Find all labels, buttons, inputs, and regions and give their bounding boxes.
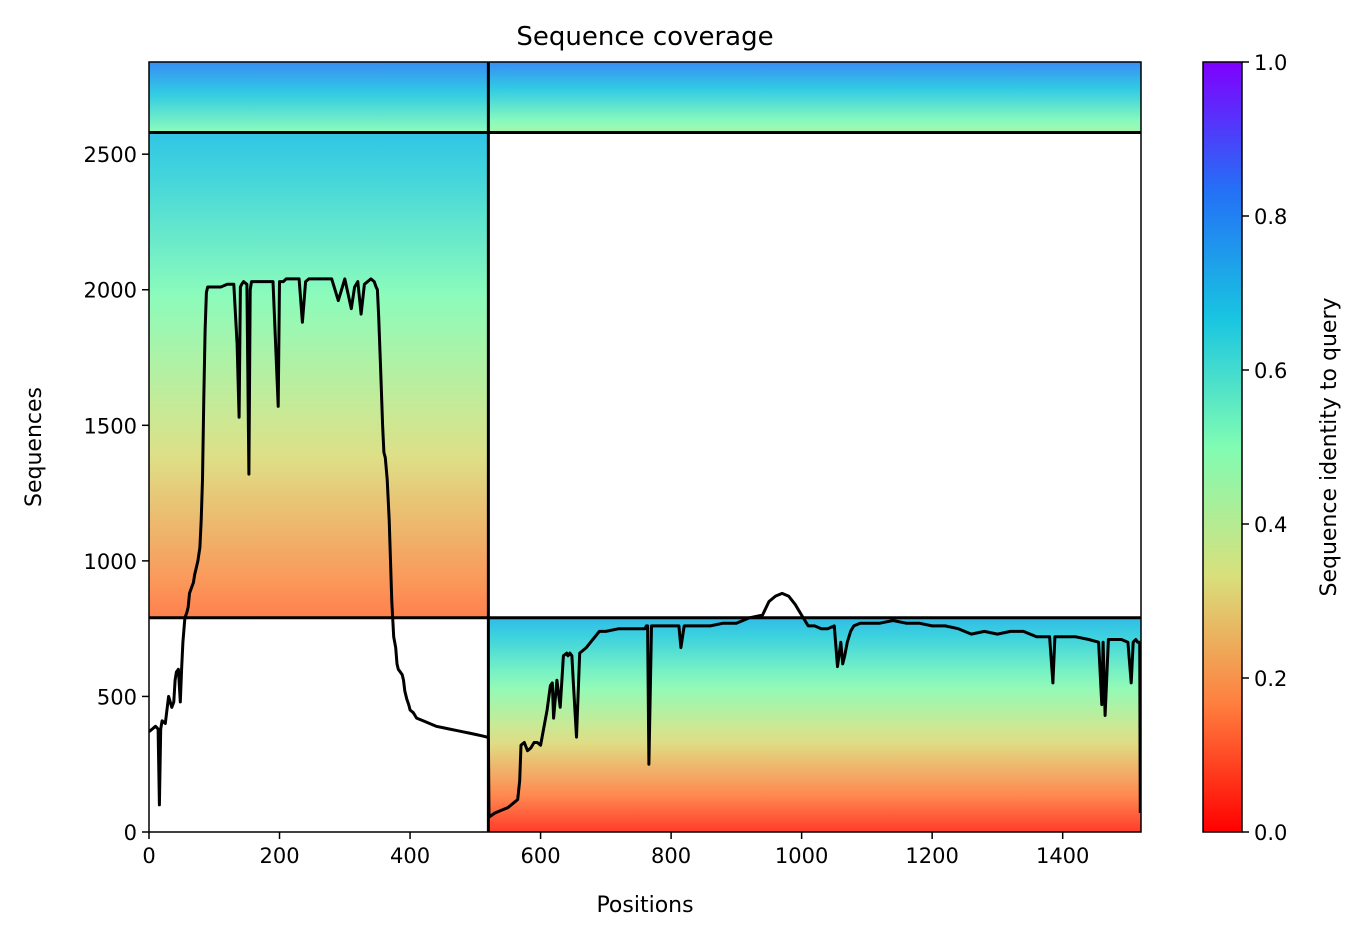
heatmap-block <box>488 617 1141 832</box>
colorbar-tick-label: 0.6 <box>1254 359 1287 383</box>
heatmap-block <box>488 62 1141 133</box>
x-tick-label: 400 <box>390 844 430 868</box>
y-tick-label: 0 <box>124 821 137 845</box>
x-tick-label: 800 <box>651 844 691 868</box>
y-tick-label: 1500 <box>84 414 137 438</box>
colorbar-label: Sequence identity to query <box>1317 297 1342 596</box>
colorbar <box>1202 61 1243 833</box>
colorbar-tick-label: 0.0 <box>1254 821 1287 845</box>
y-tick-label: 1000 <box>84 550 137 574</box>
y-tick-label: 2500 <box>84 143 137 167</box>
plot-frame <box>148 61 1142 833</box>
heatmap-block <box>149 62 489 133</box>
colorbar-tick-label: 0.4 <box>1254 513 1287 537</box>
y-tick-label: 500 <box>97 685 137 709</box>
x-tick-label: 600 <box>521 844 561 868</box>
y-axis-label: Sequences <box>22 387 47 507</box>
colorbar-tick-label: 0.2 <box>1254 667 1287 691</box>
y-axis: 0 500 1000 1500 2000 2500 <box>84 143 149 845</box>
coverage-heatmap <box>149 62 1141 832</box>
chain-dividers <box>149 62 1141 832</box>
x-tick-label: 1200 <box>905 844 958 868</box>
x-tick-label: 1000 <box>775 844 828 868</box>
coverage-line <box>149 277 1141 819</box>
x-tick-label: 200 <box>259 844 299 868</box>
y-tick-label: 2000 <box>84 279 137 303</box>
x-axis-label: Positions <box>596 893 693 918</box>
colorbar-tick-label: 1.0 <box>1254 51 1287 75</box>
x-tick-label: 0 <box>142 844 155 868</box>
x-tick-label: 1400 <box>1036 844 1089 868</box>
chart-title: Sequence coverage <box>516 22 773 52</box>
colorbar-axis: 0.0 0.2 0.4 0.6 0.8 1.0 <box>1242 51 1287 845</box>
colorbar-tick-label: 0.8 <box>1254 205 1287 229</box>
x-axis: 0 200 400 600 800 1000 1200 1400 <box>142 832 1089 868</box>
